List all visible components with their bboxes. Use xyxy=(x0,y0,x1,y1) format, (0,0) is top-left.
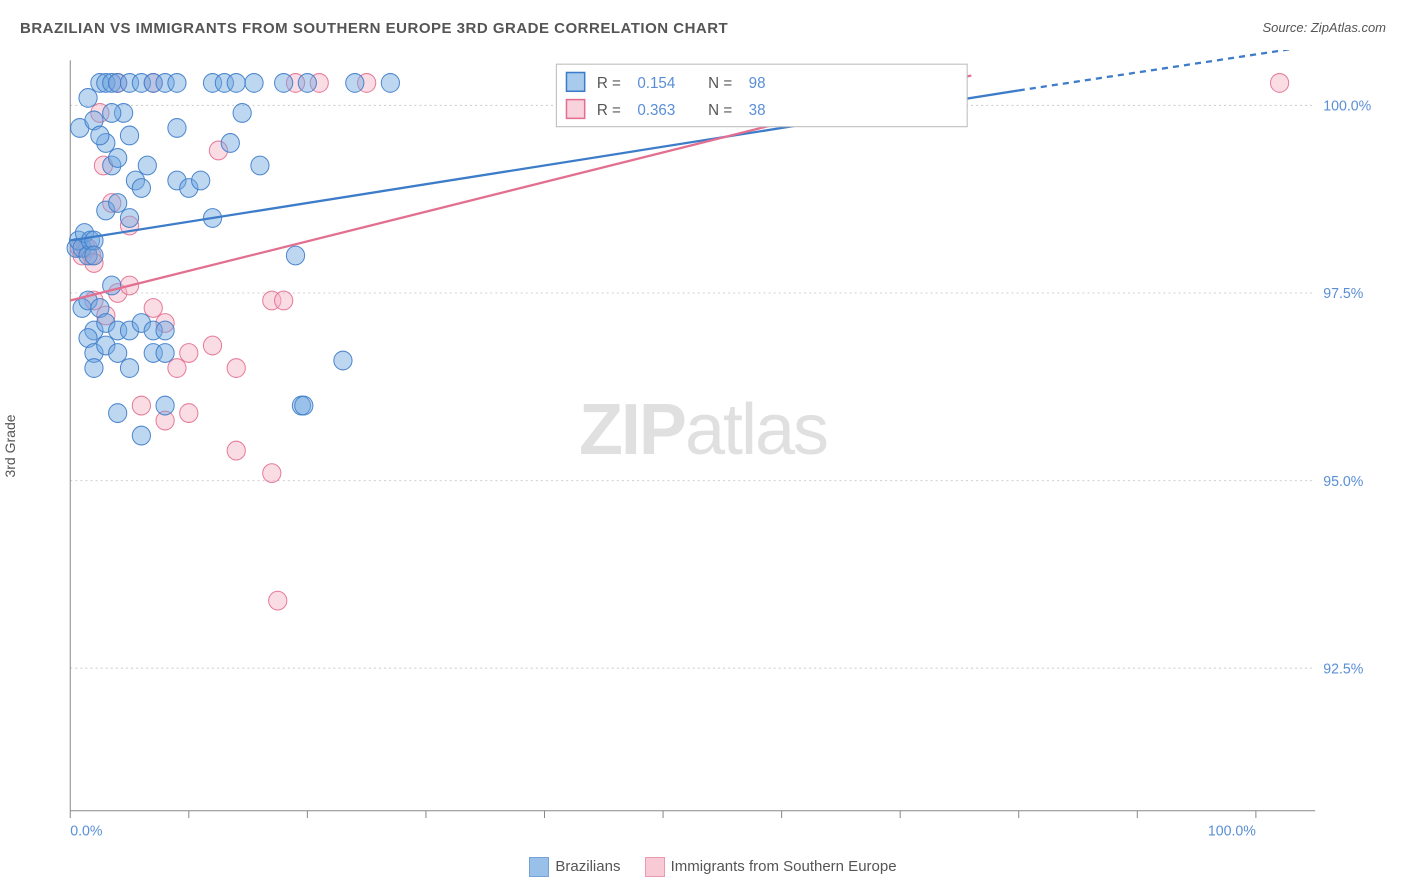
data-point xyxy=(103,104,121,123)
data-point xyxy=(156,344,174,363)
chart-title: BRAZILIAN VS IMMIGRANTS FROM SOUTHERN EU… xyxy=(20,20,728,37)
data-point xyxy=(381,74,399,93)
chart-source: Source: ZipAtlas.com xyxy=(1262,20,1386,35)
data-point xyxy=(298,74,316,93)
data-point xyxy=(1270,74,1288,93)
legend-r-label: R = xyxy=(597,75,621,92)
data-point xyxy=(227,441,245,460)
legend-series-label: Immigrants from Southern Europe xyxy=(671,858,897,875)
data-point xyxy=(156,321,174,340)
data-point xyxy=(120,209,138,228)
legend-r-value: 0.363 xyxy=(637,102,675,119)
data-point xyxy=(168,74,186,93)
data-point xyxy=(275,74,293,93)
data-point xyxy=(109,194,127,213)
legend-swatch xyxy=(529,857,549,877)
legend-swatch xyxy=(566,100,584,119)
data-point xyxy=(85,246,103,265)
data-point xyxy=(251,156,269,175)
data-point xyxy=(144,299,162,318)
data-point xyxy=(109,344,127,363)
data-point xyxy=(227,74,245,93)
data-point xyxy=(192,171,210,190)
data-point xyxy=(109,149,127,168)
x-tick-label: 100.0% xyxy=(1208,824,1256,840)
legend-r-value: 0.154 xyxy=(637,75,675,92)
data-point xyxy=(269,591,287,610)
data-point xyxy=(138,156,156,175)
data-point xyxy=(109,404,127,423)
data-point xyxy=(203,336,221,355)
data-point xyxy=(334,351,352,370)
data-point xyxy=(275,291,293,310)
legend-n-value: 38 xyxy=(749,102,766,119)
data-point xyxy=(245,74,263,93)
data-point xyxy=(120,359,138,378)
legend-n-label: N = xyxy=(708,75,732,92)
data-point xyxy=(91,126,109,145)
legend-n-label: N = xyxy=(708,102,732,119)
y-tick-label: 97.5% xyxy=(1323,286,1363,302)
data-point xyxy=(233,104,251,123)
data-point xyxy=(286,246,304,265)
data-point xyxy=(346,74,364,93)
x-tick-label: 0.0% xyxy=(70,824,102,840)
data-point xyxy=(85,359,103,378)
legend-n-value: 98 xyxy=(749,75,766,92)
data-point xyxy=(79,89,97,108)
data-point xyxy=(180,344,198,363)
y-tick-label: 100.0% xyxy=(1323,98,1371,114)
data-point xyxy=(180,404,198,423)
data-point xyxy=(156,396,174,415)
scatter-plot: 92.5% 95.0% 97.5% 100.0% 0.0% 100.0% R = 0.154 N… xyxy=(50,50,1386,842)
data-point xyxy=(132,179,150,198)
data-point xyxy=(295,396,313,415)
data-point xyxy=(168,359,186,378)
data-point xyxy=(132,396,150,415)
legend-swatch xyxy=(645,857,665,877)
data-point xyxy=(227,359,245,378)
data-point xyxy=(132,426,150,445)
data-point xyxy=(263,464,281,483)
y-axis-label: 3rd Grade xyxy=(2,414,18,477)
data-point xyxy=(168,119,186,138)
legend-swatch xyxy=(566,73,584,92)
y-tick-label: 95.0% xyxy=(1323,474,1363,490)
legend-bottom: Brazilians Immigrants from Southern Euro… xyxy=(0,857,1406,877)
legend-r-label: R = xyxy=(597,102,621,119)
y-tick-label: 92.5% xyxy=(1323,661,1363,677)
data-point xyxy=(120,126,138,145)
legend-series-label: Brazilians xyxy=(555,858,620,875)
data-point xyxy=(221,134,239,153)
